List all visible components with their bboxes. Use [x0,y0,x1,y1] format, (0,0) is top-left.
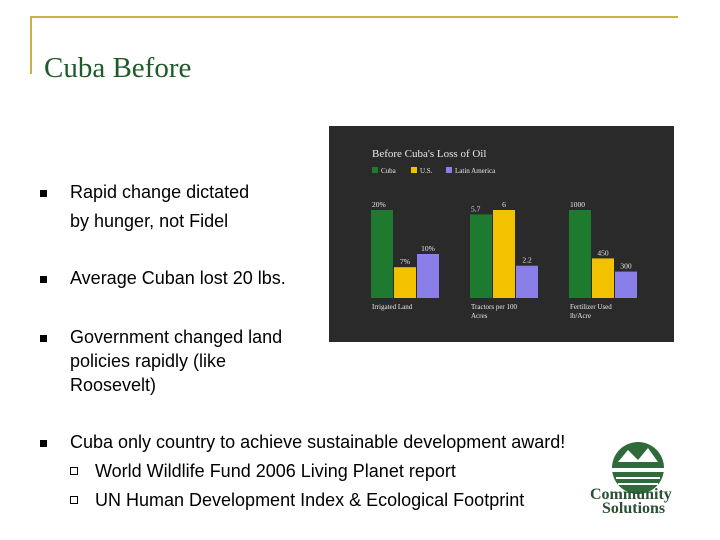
legend-swatch [411,167,417,173]
hollow-square-bullet-icon [70,467,78,475]
chart-bar [417,254,439,298]
chart-bar [394,267,416,298]
bullet-text: Cuba only country to achieve sustainable… [70,432,566,452]
bar-value-label: 20% [372,200,386,209]
bar-value-label: 1000 [570,200,585,209]
sub-bullet-text: UN Human Development Index & Ecological … [95,490,525,510]
legend-swatch [446,167,452,173]
slide-title: Cuba Before [44,52,192,84]
legend-label: Latin America [455,167,496,175]
bar-value-label: 2.2 [522,256,532,265]
logo-text-solutions: Solutions [602,500,666,517]
logo-text-community: Community [590,486,672,503]
square-bullet-icon [40,276,47,283]
bar-value-label: 10% [421,244,435,253]
chart-bar [569,210,591,298]
legend-label: Cuba [381,167,397,175]
bullet-text: Government changed land [70,327,283,347]
bullet-text: policies rapidly (like [70,351,227,371]
oil-loss-chart: Before Cuba's Loss of Oil Cuba U.S. Latin A… [329,126,674,342]
chart-bar [516,265,538,298]
sub-bullet-text: World Wildlife Fund 2006 Living Planet r… [95,461,456,481]
chart-title: Before Cuba's Loss of Oil [372,148,486,160]
bullet-text: Roosevelt) [70,375,157,395]
bullet-text: Rapid change dictated [70,182,250,202]
category-label: Acres [471,312,488,320]
bar-chart-svg: Before Cuba's Loss of Oil Cuba U.S. Latin A… [371,148,637,320]
chart-bar [615,271,637,298]
community-solutions-logo: Community Solutions [588,438,688,518]
logo-emblem-icon [612,442,664,494]
category-label: Tractors per 100 [471,303,518,311]
frame-left-rule [30,16,32,74]
bar-value-label: 5.7 [471,204,481,213]
hollow-square-bullet-icon [70,496,78,504]
legend-swatch [372,167,378,173]
chart-bar [470,214,492,298]
legend-label: U.S. [420,167,433,175]
bar-value-label: 6 [502,200,506,209]
chart-bar [493,210,515,298]
chart-bar [592,258,614,298]
bullet-text: Average Cuban lost 20 lbs. [70,268,286,288]
category-label: Irrigated Land [372,303,413,311]
chart-bar [371,210,393,298]
bar-value-label: 300 [620,262,632,271]
bar-value-label: 7% [400,257,410,266]
square-bullet-icon [40,190,47,197]
bullet-text: by hunger, not Fidel [70,211,229,231]
bar-value-label: 450 [597,248,609,257]
square-bullet-icon [40,440,47,447]
category-label: Fertilizer Used [570,303,612,311]
frame-top-rule [30,16,678,18]
category-label: lb/Acre [570,312,591,320]
square-bullet-icon [40,335,47,342]
